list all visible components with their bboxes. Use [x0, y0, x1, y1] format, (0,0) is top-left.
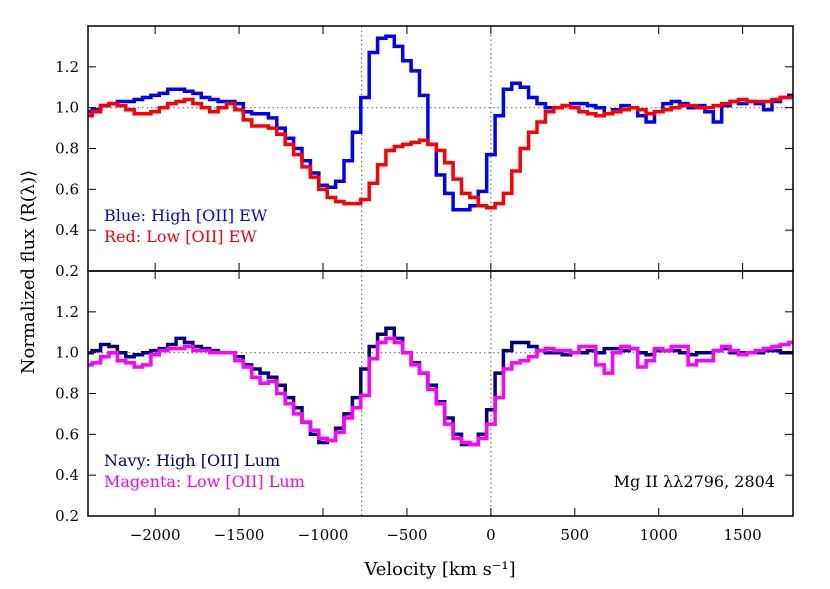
x-tick-label: 1000 — [640, 526, 678, 544]
x-tick-label: −500 — [386, 526, 427, 544]
bottom-legend-entry: Magenta: Low [OII] Lum — [104, 472, 305, 491]
y-axis-title: Normalized flux ⟨R(λ)⟩ — [18, 170, 39, 374]
bottom-y-tick-label: 1.2 — [55, 303, 79, 321]
x-tick-label: −1000 — [298, 526, 349, 544]
x-tick-label: −2000 — [130, 526, 181, 544]
top-series-high-oii-ew — [88, 34, 793, 212]
bottom-panel: −2000 −1500 −1000 −500 0 500 1000 1500 0.2 0.4 0.6… — [55, 270, 794, 544]
x-tick-label: 500 — [560, 526, 589, 544]
x-tick-label: 1500 — [724, 526, 762, 544]
top-y-tick-label: 0.4 — [55, 221, 79, 239]
x-tick-label: 0 — [486, 526, 496, 544]
bottom-y-tick-label: 0.4 — [55, 466, 79, 484]
top-legend-entry: Red: Low [OII] EW — [104, 227, 257, 246]
bottom-y-tick-label: 1.0 — [55, 344, 79, 362]
top-legend-entry: Blue: High [OII] EW — [104, 206, 268, 225]
top-y-tick-label: 1.2 — [55, 58, 79, 76]
bottom-series-low-oii-lum — [88, 336, 793, 447]
top-series-low-oii-ew — [88, 95, 793, 210]
top-y-tick-label: 0.2 — [55, 262, 79, 280]
transition-label: Mg II λλ2796, 2804 — [614, 472, 775, 491]
top-y-tick-label: 0.6 — [55, 180, 79, 198]
top-y-tick-label: 1.0 — [55, 99, 79, 117]
bottom-y-tick-label: 0.6 — [55, 425, 79, 443]
x-axis-title: Velocity [km s⁻¹] — [363, 559, 515, 580]
bottom-y-tick-label: 0.2 — [55, 507, 79, 525]
bottom-legend-entry: Navy: High [OII] Lum — [104, 451, 280, 470]
top-y-tick-label: 0.8 — [55, 140, 79, 158]
x-tick-label: −1500 — [214, 526, 265, 544]
top-panel: 0.2 0.4 0.6 0.8 1.0 1.2 Blue: High [OII] EW Red… — [55, 25, 794, 280]
bottom-y-tick-label: 0.8 — [55, 385, 79, 403]
